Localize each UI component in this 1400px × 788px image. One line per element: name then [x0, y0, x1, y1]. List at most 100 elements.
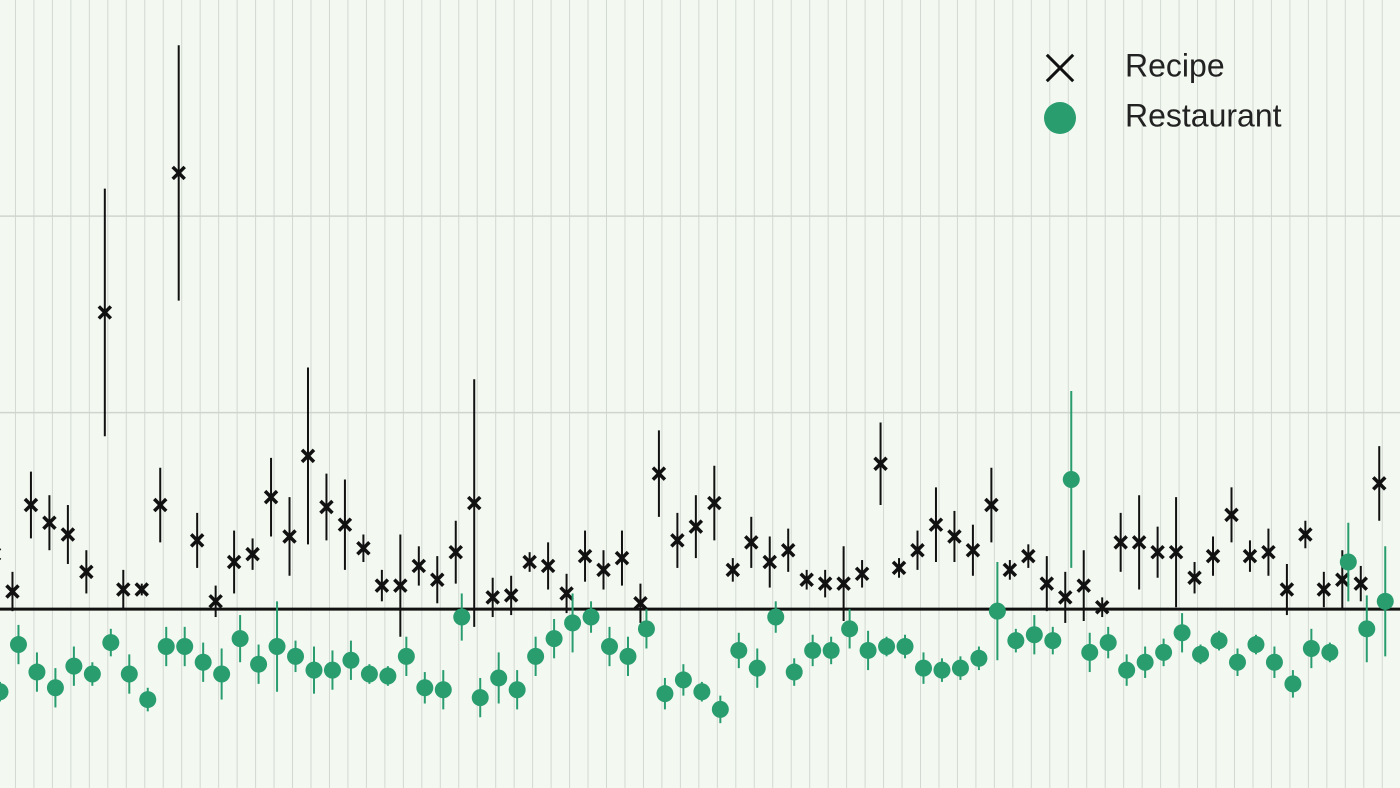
point — [707, 495, 722, 511]
marker-stroke — [614, 550, 630, 566]
marker-stroke — [799, 572, 814, 587]
point — [323, 661, 341, 679]
point — [896, 638, 914, 656]
marker-stroke — [1039, 576, 1055, 591]
point — [134, 582, 149, 597]
marker-stroke — [1279, 582, 1295, 597]
point — [1094, 599, 1110, 615]
point — [711, 700, 729, 718]
point — [933, 661, 951, 679]
marker-stroke — [725, 562, 741, 578]
point — [1228, 653, 1246, 671]
marker-stroke — [633, 596, 648, 611]
point — [1205, 548, 1221, 564]
point — [448, 544, 463, 560]
marker-stroke — [1045, 53, 1075, 83]
point — [1353, 576, 1369, 591]
point — [859, 641, 877, 659]
point — [947, 529, 962, 544]
point — [1136, 653, 1154, 671]
point — [1118, 661, 1136, 679]
point — [1058, 590, 1073, 605]
marker-stroke — [1242, 548, 1258, 564]
point — [466, 495, 482, 511]
point — [116, 582, 131, 597]
point — [1298, 527, 1313, 542]
point — [379, 667, 397, 685]
point — [596, 562, 611, 578]
point — [1173, 624, 1191, 642]
marker-stroke — [1076, 578, 1091, 593]
marker-stroke — [670, 533, 685, 548]
marker-stroke — [817, 576, 833, 591]
point — [416, 679, 434, 697]
marker-stroke — [651, 466, 667, 481]
marker-stroke — [319, 499, 334, 515]
marker-stroke — [854, 566, 870, 582]
marker-stroke — [780, 542, 796, 558]
marker-stroke — [485, 590, 500, 605]
point — [928, 517, 944, 532]
point — [1150, 544, 1165, 560]
point — [970, 649, 988, 667]
marker-stroke — [1150, 544, 1165, 560]
point — [471, 689, 489, 707]
point — [83, 665, 101, 683]
point — [988, 602, 1006, 620]
point — [637, 620, 655, 638]
point — [342, 651, 360, 669]
legend-label: Recipe — [1125, 47, 1225, 83]
point — [1025, 626, 1043, 644]
legend-label: Restaurant — [1125, 97, 1282, 133]
legend-marker — [1044, 102, 1076, 134]
marker-stroke — [744, 535, 759, 550]
marker-stroke — [1224, 507, 1239, 523]
point — [1062, 470, 1080, 488]
point — [250, 655, 268, 673]
marker-stroke — [1298, 527, 1313, 542]
point — [1192, 645, 1210, 663]
marker-stroke — [1002, 562, 1018, 578]
marker-stroke — [965, 542, 981, 558]
point — [430, 572, 445, 587]
marker-stroke — [448, 544, 463, 560]
marker-stroke — [707, 495, 722, 511]
point — [1002, 562, 1018, 578]
point — [748, 659, 766, 677]
marker-stroke — [1353, 576, 1369, 591]
point — [744, 535, 759, 550]
marker-stroke — [79, 564, 94, 580]
point — [540, 558, 556, 574]
marker-stroke — [171, 165, 186, 181]
point — [910, 542, 925, 558]
point — [503, 588, 519, 603]
marker-stroke — [503, 588, 519, 603]
point — [102, 634, 120, 652]
point — [1279, 582, 1295, 597]
point — [65, 657, 83, 675]
point — [1131, 535, 1147, 550]
point — [582, 608, 600, 626]
marker-stroke — [152, 497, 168, 513]
marker-stroke — [1372, 476, 1387, 491]
point — [176, 638, 194, 656]
marker-stroke — [540, 558, 556, 574]
marker-stroke — [910, 542, 925, 558]
point — [263, 489, 279, 505]
point — [1265, 653, 1283, 671]
point — [60, 527, 76, 542]
marker-stroke — [430, 572, 445, 587]
point — [527, 647, 545, 665]
point — [564, 614, 582, 632]
point — [208, 594, 223, 609]
marker-stroke — [60, 527, 76, 542]
point — [725, 562, 741, 578]
point — [693, 683, 711, 701]
point — [231, 630, 249, 648]
point — [878, 638, 896, 656]
point — [915, 659, 932, 677]
point — [822, 641, 840, 659]
point — [356, 541, 371, 556]
point — [393, 578, 408, 593]
